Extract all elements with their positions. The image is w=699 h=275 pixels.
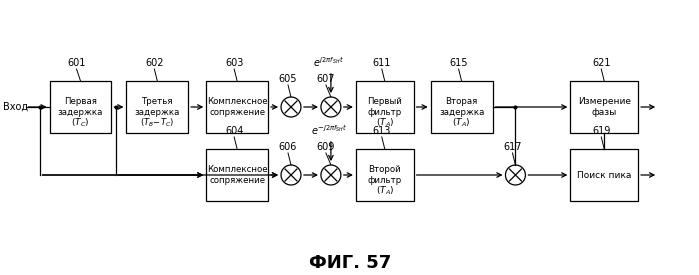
Text: $e^{j2\pi f_{SH}t}$: $e^{j2\pi f_{SH}t}$ [313, 55, 345, 69]
Text: Поиск пика: Поиск пика [577, 170, 631, 180]
Text: 604: 604 [225, 126, 243, 136]
Text: $(T_B\!-\!T_C)$: $(T_B\!-\!T_C)$ [140, 117, 175, 129]
Text: Второй
фильтр: Второй фильтр [368, 165, 402, 185]
Text: Комплексное
сопряжение: Комплексное сопряжение [207, 165, 268, 185]
Text: 617: 617 [503, 142, 521, 152]
Text: 611: 611 [373, 58, 391, 68]
Text: 603: 603 [225, 58, 243, 68]
Bar [206, 81, 268, 133]
Text: $(T_A)$: $(T_A)$ [452, 117, 470, 129]
Text: Измерение
фазы: Измерение фазы [578, 97, 630, 117]
Text: $(T_A)$: $(T_A)$ [375, 185, 394, 197]
Text: $(T_C)$: $(T_C)$ [71, 117, 89, 129]
Text: $e^{-j2\pi f_{SH}t}$: $e^{-j2\pi f_{SH}t}$ [310, 123, 347, 137]
Text: Первый
фильтр: Первый фильтр [368, 97, 402, 117]
Text: Комплексное
сопряжение: Комплексное сопряжение [207, 97, 268, 117]
Bar [570, 81, 638, 133]
Bar [50, 81, 111, 133]
Text: 619: 619 [592, 126, 610, 136]
Bar [570, 149, 638, 201]
Text: 606: 606 [279, 142, 297, 152]
Text: $(T_A)$: $(T_A)$ [375, 117, 394, 129]
Text: 602: 602 [145, 58, 164, 68]
Bar [431, 81, 493, 133]
Bar [356, 81, 414, 133]
Bar [127, 81, 188, 133]
Text: 615: 615 [449, 58, 468, 68]
Text: ФИГ. 57: ФИГ. 57 [309, 254, 391, 272]
Bar [206, 149, 268, 201]
Text: 601: 601 [67, 58, 86, 68]
Bar [356, 149, 414, 201]
Text: Третья
задержка: Третья задержка [135, 97, 180, 117]
Text: 613: 613 [373, 126, 391, 136]
Text: Вторая
задержка: Вторая задержка [439, 97, 484, 117]
Text: 607: 607 [317, 74, 335, 84]
Text: 621: 621 [592, 58, 610, 68]
Text: Первая
задержка: Первая задержка [58, 97, 103, 117]
Text: Вход: Вход [3, 102, 28, 112]
Text: 609: 609 [317, 142, 335, 152]
Text: 605: 605 [279, 74, 297, 84]
